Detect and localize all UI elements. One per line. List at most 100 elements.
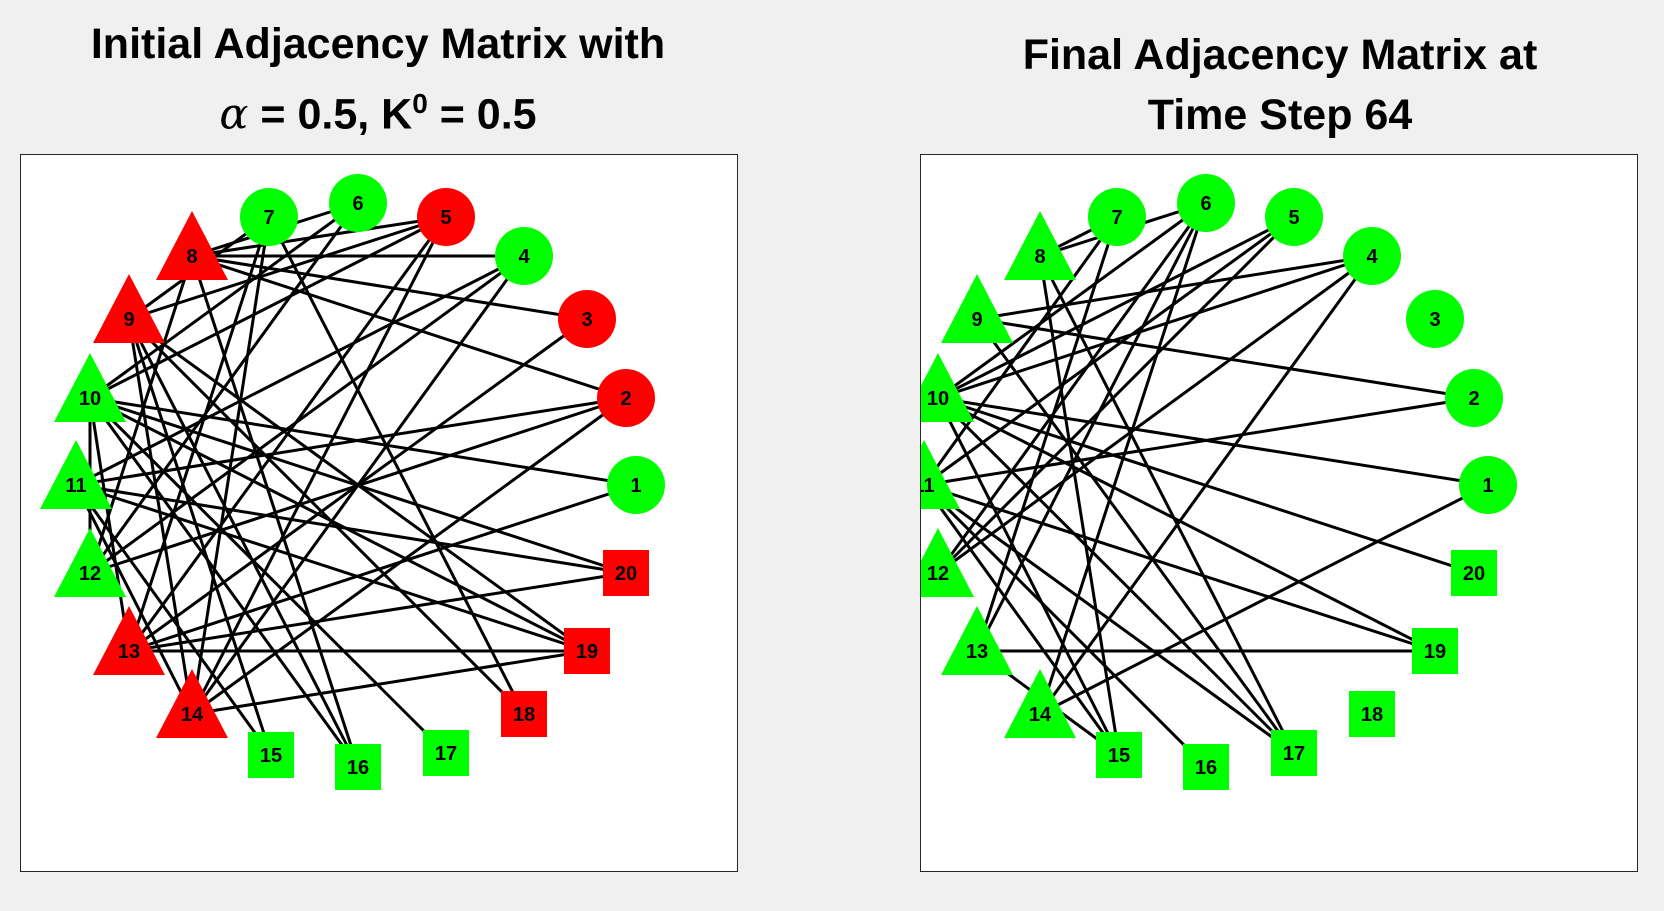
node-label-14: 14: [1029, 704, 1052, 726]
node-label-11: 11: [921, 475, 935, 497]
edge-12-5: [936, 215, 1296, 575]
edge-12-6: [936, 202, 1208, 574]
left-title-line2-end: = 0.5: [427, 90, 537, 139]
node-label-9: 9: [971, 309, 982, 331]
node-13-triangle: [941, 606, 1013, 675]
edge-8-17: [1038, 255, 1296, 754]
node-label-13: 13: [118, 641, 140, 663]
edge-9-17: [975, 318, 1296, 754]
edge-11-20: [75, 483, 627, 575]
node-3-circle: [1406, 290, 1464, 348]
node-label-1: 1: [1482, 475, 1493, 497]
edge-10-6: [937, 201, 1207, 400]
node-17-square: [423, 730, 469, 776]
left-panel-title: Initial Adjacency Matrix with α = 0.5, K…: [18, 14, 738, 144]
node-label-2: 2: [1468, 388, 1479, 410]
left-title-line1: Initial Adjacency Matrix with: [90, 20, 666, 68]
node-14-triangle: [1004, 669, 1076, 738]
edge-11-15: [922, 484, 1121, 756]
node-label-8: 8: [186, 246, 197, 268]
node-12-triangle: [921, 528, 974, 597]
edge-16-8: [190, 255, 360, 768]
edge-13-7: [975, 216, 1119, 652]
node-18-square: [501, 691, 547, 737]
edge-8-2: [191, 254, 627, 400]
edge-11-2: [923, 396, 1475, 487]
edge-10-15: [936, 397, 1121, 756]
node-label-14: 14: [181, 704, 204, 726]
edge-10-19: [89, 396, 588, 653]
node-label-16: 16: [347, 757, 369, 779]
node-16-square: [1183, 744, 1229, 790]
node-19-square: [1412, 628, 1458, 674]
node-label-10: 10: [79, 388, 101, 410]
node-16-square: [335, 744, 381, 790]
node-8-triangle: [156, 211, 228, 280]
edge-14-1: [1039, 483, 1489, 716]
edge-9-14: [127, 318, 194, 715]
node-label-12: 12: [79, 563, 101, 585]
alpha-symbol: α: [219, 89, 249, 140]
node-17-square: [1271, 730, 1317, 776]
node-9-triangle: [941, 274, 1013, 343]
edge-11-4: [75, 254, 525, 487]
right-panel-title: Final Adjacency Matrix at Time Step 64: [920, 25, 1640, 145]
node-1-circle: [607, 456, 665, 514]
edge-12-6: [88, 202, 360, 574]
node-label-18: 18: [513, 704, 535, 726]
node-7-circle: [240, 188, 298, 246]
node-5-circle: [1265, 188, 1323, 246]
edge-11-2: [75, 396, 627, 487]
edge-13-7: [127, 216, 271, 652]
node-label-3: 3: [1429, 309, 1440, 331]
edge-10-19: [937, 396, 1436, 653]
node-10-triangle: [54, 353, 126, 422]
edge-14-4: [1038, 255, 1374, 715]
node-label-15: 15: [1108, 745, 1130, 767]
node-label-6: 6: [352, 193, 363, 215]
edge-10-4: [937, 254, 1373, 400]
node-3-circle: [558, 290, 616, 348]
node-11-triangle: [40, 440, 112, 509]
right-title-line1: Final Adjacency Matrix at: [1022, 31, 1538, 79]
node-20-square: [603, 550, 649, 596]
node-9-triangle: [93, 274, 165, 343]
node-19-square: [564, 628, 610, 674]
edge-10-17: [88, 396, 448, 755]
node-label-4: 4: [518, 246, 530, 268]
node-label-19: 19: [1424, 641, 1446, 663]
edge-14-2: [191, 396, 627, 716]
edge-14-4: [190, 255, 526, 715]
initial-graph-panel: 1 2 3 4 5 6 7 8 9 10 11 12 13 14 15 16 17 18 19 20: [20, 154, 738, 872]
edge-10-6: [89, 201, 359, 400]
node-label-19: 19: [576, 641, 598, 663]
node-2-circle: [597, 369, 655, 427]
node-label-5: 5: [1288, 207, 1299, 229]
node-label-17: 17: [435, 743, 457, 765]
node-2-circle: [1445, 369, 1503, 427]
edge-11-5: [923, 215, 1295, 487]
edge-13-5: [127, 216, 448, 652]
edge-14-7: [190, 216, 271, 715]
node-6-circle: [329, 174, 387, 232]
node-label-8: 8: [1034, 246, 1045, 268]
node-7-circle: [1088, 188, 1146, 246]
node-label-20: 20: [1463, 563, 1485, 585]
node-15-square: [248, 732, 294, 778]
edge-10-13: [88, 397, 131, 652]
node-label-20: 20: [615, 563, 637, 585]
edge-9-4: [976, 254, 1373, 321]
edge-13-1: [128, 483, 637, 653]
node-label-6: 6: [1200, 193, 1211, 215]
node-label-10: 10: [927, 388, 949, 410]
node-label-13: 13: [966, 641, 988, 663]
edge-11-7: [922, 216, 1119, 486]
node-8-triangle: [1004, 211, 1076, 280]
node-12-triangle: [54, 528, 126, 597]
edge-10-5: [937, 215, 1295, 400]
node-label-3: 3: [581, 309, 592, 331]
edge-11-14: [74, 484, 194, 715]
